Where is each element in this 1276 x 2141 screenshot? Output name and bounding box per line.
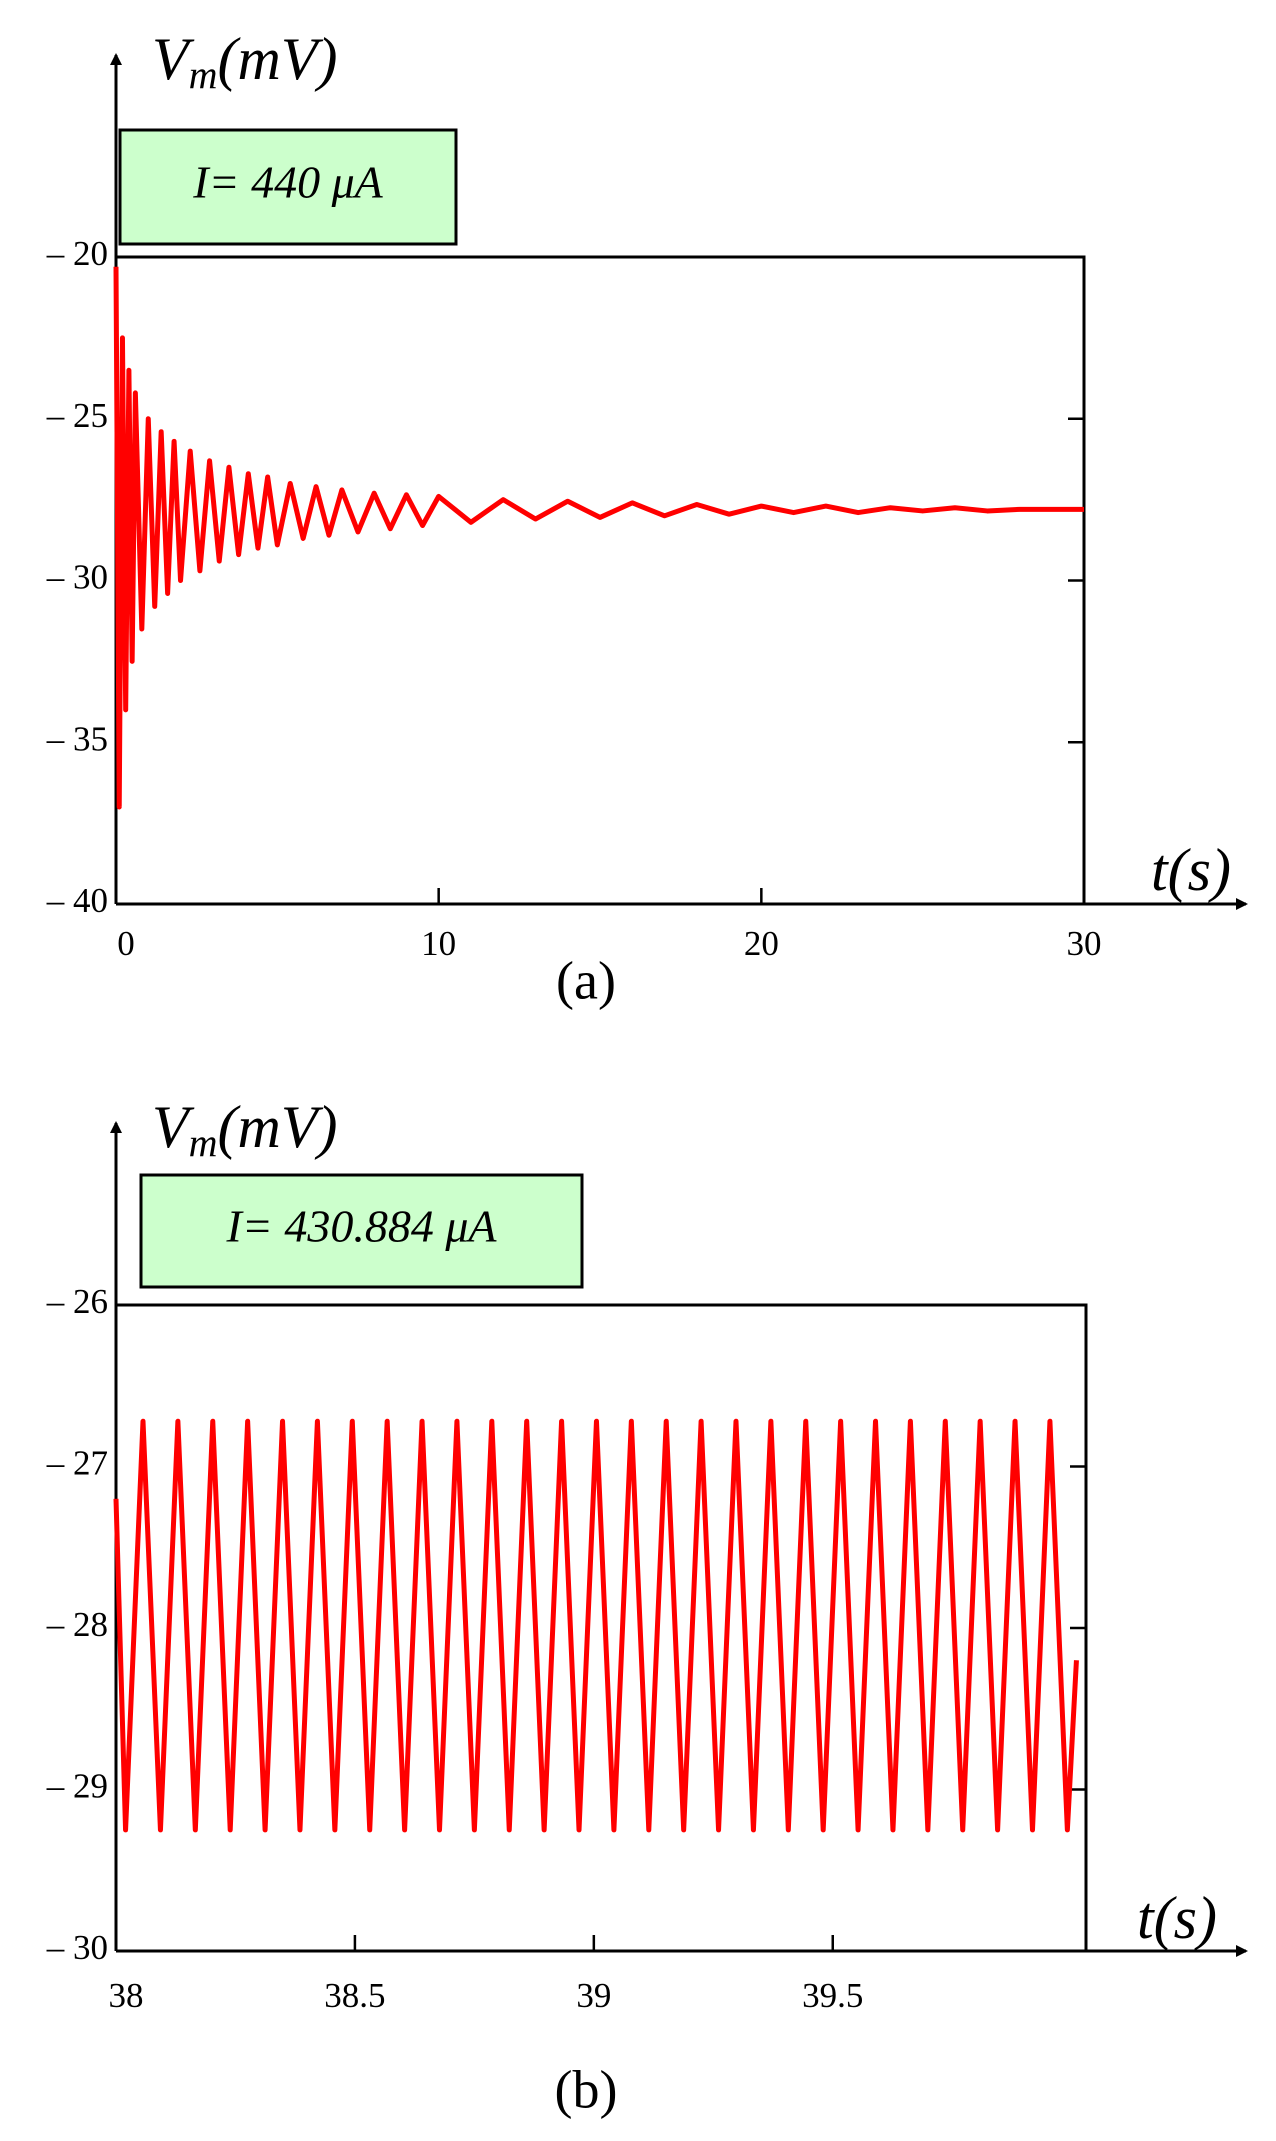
y-tick-label: – 27 <box>46 1444 108 1483</box>
plot-frame <box>116 255 1086 904</box>
y-tick-label: – 30 <box>46 1928 108 1967</box>
x-tick-label: 38 <box>109 1976 144 2015</box>
x-tick-label: 10 <box>421 924 456 963</box>
annotation: I= 430.884 μA <box>225 1201 497 1252</box>
x-tick-label: 0 <box>117 924 135 963</box>
x-tick-label: 39.5 <box>802 1976 863 2015</box>
caption: (b) <box>555 2059 618 2119</box>
x-axis-label: t(s) <box>1137 1885 1217 1951</box>
y-label-sub: m <box>189 1120 218 1165</box>
y-tick-label: – 30 <box>46 558 108 597</box>
y-label-main: V <box>152 1094 195 1160</box>
annotation-box <box>118 128 458 246</box>
y-tick-label: – 20 <box>46 234 108 273</box>
x-tick-label: 20 <box>744 924 779 963</box>
y-tick-label: – 40 <box>46 881 108 920</box>
x-tick-label: 39 <box>576 1976 611 2015</box>
y-tick-label: – 25 <box>46 396 108 435</box>
y-tick-label: – 29 <box>46 1767 108 1806</box>
y-axis-label: Vm(mV) <box>152 26 338 97</box>
y-label-unit: (mV) <box>218 26 338 92</box>
y-tick-label: – 35 <box>46 719 108 758</box>
x-axis-label: t(s) <box>1151 837 1231 903</box>
annotation-box <box>139 1173 584 1289</box>
x-tick-label: 30 <box>1067 924 1102 963</box>
y-label-unit: (mV) <box>218 1094 338 1160</box>
data-line <box>113 1418 1079 1833</box>
y-label-main: V <box>152 26 195 92</box>
caption: (a) <box>556 950 616 1010</box>
data-line <box>113 266 1084 810</box>
annotation: I= 440 μA <box>192 157 383 208</box>
y-tick-label: – 28 <box>46 1605 108 1644</box>
y-tick-label: – 26 <box>46 1282 108 1321</box>
x-tick-label: 38.5 <box>324 1976 385 2015</box>
y-label-sub: m <box>189 52 218 97</box>
plot-frame <box>116 1303 1088 1951</box>
y-axis-label: Vm(mV) <box>152 1094 338 1165</box>
